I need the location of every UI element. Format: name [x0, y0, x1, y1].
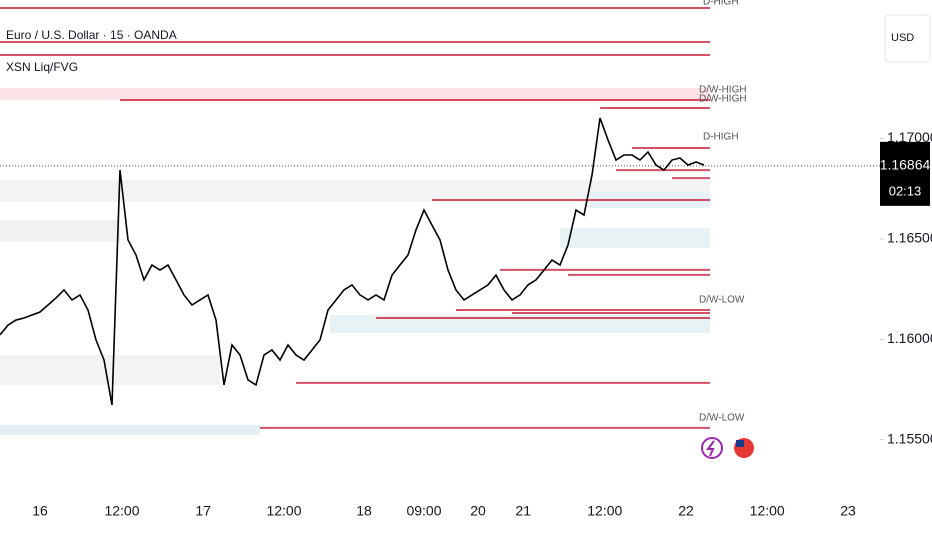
- last-price-label: 1.16864: [880, 157, 931, 173]
- x-tick-label: 17: [195, 503, 211, 519]
- currency-button[interactable]: [884, 14, 931, 63]
- x-tick-label: 12:00: [266, 503, 301, 519]
- x-tick-label: 21: [515, 503, 531, 519]
- chart-title: Euro / U.S. Dollar · 15 · OANDA: [6, 28, 177, 42]
- indicator-name: XSN Liq/FVG: [6, 60, 78, 74]
- y-tick-label: 1.16500: [887, 230, 932, 246]
- x-tick-label: 16: [32, 503, 48, 519]
- level-annotation: D/W-HIGH: [699, 94, 747, 105]
- fvg-zone: [0, 220, 120, 242]
- fvg-zone: [0, 425, 260, 435]
- lightning: [706, 440, 715, 457]
- x-tick-label: 20: [470, 503, 486, 519]
- level-annotation: D-HIGH: [703, 0, 739, 8]
- x-tick-label: 09:00: [406, 503, 441, 519]
- countdown-label: 02:13: [889, 183, 922, 198]
- y-tick-label: 1.15500: [887, 430, 932, 446]
- level-annotation: D/W-HIGH: [699, 85, 747, 96]
- level-annotation: D-HIGH: [703, 132, 739, 143]
- x-tick-label: 23: [840, 503, 856, 519]
- fvg-zone: [560, 228, 710, 248]
- x-tick-label: 12:00: [587, 503, 622, 519]
- fvg-zone: [0, 180, 710, 202]
- price-line: [0, 117, 705, 406]
- flag-canton: [736, 440, 744, 447]
- level-annotation: D/W-LOW: [699, 295, 745, 306]
- fvg-zone: [330, 315, 710, 333]
- x-tick-label: 22: [678, 503, 694, 519]
- x-tick-label: 12:00: [750, 503, 785, 519]
- x-tick-label: 18: [356, 503, 372, 519]
- y-tick-label: 1.16000: [887, 330, 932, 346]
- fvg-zone: [0, 88, 710, 100]
- last-price-badge: [880, 141, 930, 206]
- currency-label: USD: [891, 32, 914, 44]
- y-tick-label: 1.17000: [887, 129, 932, 145]
- fvg-zone: [0, 355, 220, 385]
- x-tick-label: 12:00: [104, 503, 139, 519]
- level-annotation: D/W-LOW: [699, 413, 745, 424]
